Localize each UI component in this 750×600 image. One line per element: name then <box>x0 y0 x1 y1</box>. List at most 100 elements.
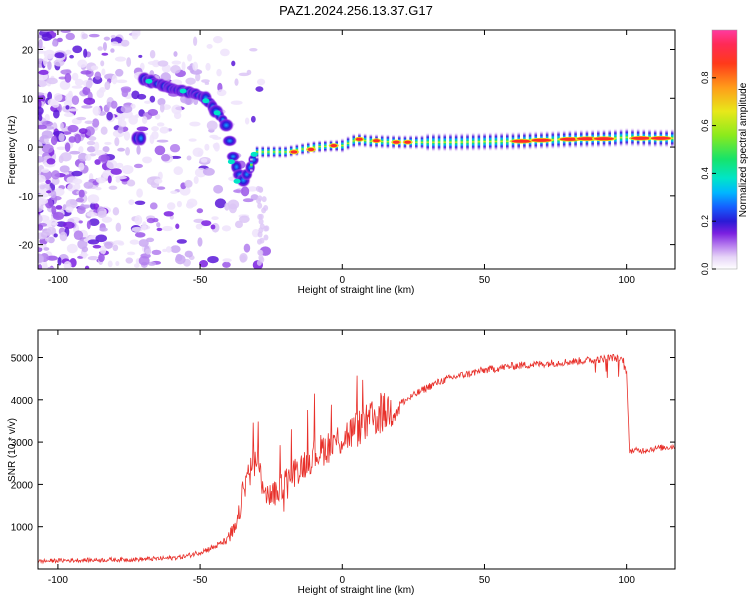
spectrogram-speckle <box>73 182 81 191</box>
spectrogram-speckle <box>131 30 139 40</box>
spectrogram-x-tick-label: -50 <box>193 275 208 286</box>
spectrogram-speckle <box>60 69 72 75</box>
spectrogram-speckle <box>100 126 108 135</box>
spectrogram-speckle <box>138 239 149 247</box>
spectrogram-speckle <box>112 207 120 216</box>
spectrogram-speckle <box>86 211 98 217</box>
spectrogram-speckle <box>69 150 81 155</box>
spectrogram-speckle <box>97 210 107 218</box>
spectrogram-speckle <box>78 162 85 171</box>
spectrogram-speckle <box>134 215 143 225</box>
spectrogram-speckle <box>42 56 48 67</box>
spectrogram-speckle <box>107 260 113 268</box>
spectrogram-speckle <box>64 142 71 152</box>
spectrogram-speckle <box>63 260 72 269</box>
spectrogram-y-tick-label: 10 <box>22 94 34 105</box>
spectrogram-speckle <box>106 159 118 170</box>
spectrogram-speckle <box>65 49 72 55</box>
spectrogram-speckle <box>257 213 263 220</box>
spectrogram-speckle <box>45 179 51 185</box>
spectrogram-speckle <box>88 33 100 38</box>
spectrogram-speckle <box>134 200 146 205</box>
spectrogram-core <box>372 139 380 143</box>
spectrogram-speckle <box>65 32 75 41</box>
spectrogram-speckle <box>149 50 156 59</box>
spectrogram-speckle <box>125 257 134 264</box>
spectrogram-speckle <box>170 190 178 194</box>
spectrogram-feature-core <box>227 159 235 165</box>
spectrogram-speckle <box>154 145 166 156</box>
spectrogram-speckle <box>166 202 176 210</box>
spectrogram-speckle <box>138 54 143 58</box>
spectrogram-speckle <box>184 179 193 188</box>
snr-panel: -100 -50 0 50 100 1000 2000 3000 4000 5000 Height… <box>7 329 676 596</box>
spectrogram-speckle <box>84 126 95 136</box>
spectrogram-band-slice <box>420 134 424 151</box>
snr-frame <box>37 329 676 570</box>
snr-series-line <box>38 354 675 565</box>
spectrogram-speckle <box>41 143 54 154</box>
snr-y-tick-label: 2000 <box>11 480 34 491</box>
spectrogram-speckle <box>201 220 212 227</box>
spectrogram-speckle <box>213 184 224 194</box>
snr-y-tick-label: 3000 <box>11 438 34 449</box>
spectrogram-speckle <box>102 41 107 51</box>
spectrogram-speckle <box>238 72 250 77</box>
spectrogram-speckle <box>154 178 163 184</box>
spectrogram-speckle <box>38 92 45 96</box>
spectrogram-band-slice <box>278 144 282 159</box>
spectrogram-speckle <box>101 68 106 76</box>
spectrogram-speckle <box>71 95 80 106</box>
spectrogram-speckle <box>181 61 186 72</box>
spectrogram-speckle <box>115 222 122 232</box>
spectrogram-speckle <box>149 202 158 210</box>
spectrogram-x-tick-label: 0 <box>340 275 346 286</box>
spectrogram-speckle <box>83 48 88 58</box>
snr-y-axis-label: SNR (10 * v/v) <box>7 418 18 482</box>
spectrogram-speckle <box>110 48 115 53</box>
spectrogram-y-axis-label: Frequency (Hz) <box>7 116 18 185</box>
spectrogram-speckle <box>86 140 96 146</box>
spectrogram-feature-blob <box>222 135 238 147</box>
spectrogram-y-tick-label: -10 <box>19 192 34 203</box>
spectrogram-speckle <box>101 216 113 223</box>
spectrogram-speckle <box>58 132 65 142</box>
spectrogram-speckle <box>46 158 56 165</box>
spectrogram-band-slice <box>460 132 464 153</box>
spectrogram-speckle <box>46 255 59 261</box>
spectrogram-speckle <box>38 232 48 240</box>
spectrogram-speckle <box>221 225 232 232</box>
spectrogram-band-slice <box>341 137 344 154</box>
spectrogram-core <box>355 137 363 141</box>
spectrogram-speckle <box>199 260 209 268</box>
spectrogram-speckle <box>184 250 193 258</box>
colorbar-label: Normalized spectral amplitude <box>738 82 749 217</box>
spectrogram-speckle <box>54 52 65 59</box>
spectrogram-speckle <box>242 198 254 203</box>
spectrogram-core <box>392 140 400 144</box>
spectrogram-speckle <box>151 126 159 132</box>
spectrogram-speckle <box>38 34 43 39</box>
spectrogram-speckle <box>196 208 204 214</box>
spectrogram-speckle <box>162 225 173 232</box>
spectrogram-band-slice <box>295 142 299 157</box>
spectrogram-speckle <box>87 239 100 245</box>
spectrogram-speckle <box>121 89 129 98</box>
spectrogram-speckle <box>126 57 132 67</box>
spectrogram-speckle <box>165 246 172 253</box>
spectrogram-speckle <box>55 205 63 210</box>
spectrogram-band-slice <box>324 139 327 154</box>
spectrogram-speckle <box>121 164 134 175</box>
spectrogram-speckle <box>74 78 84 87</box>
spectrogram-speckle <box>256 197 262 204</box>
spectrogram-speckle <box>94 159 101 165</box>
spectrogram-speckle <box>69 54 74 59</box>
spectrogram-speckle <box>201 79 210 83</box>
spectrogram-speckle <box>87 194 100 204</box>
spectrogram-speckle <box>255 86 264 92</box>
spectrogram-band-slice <box>318 139 321 154</box>
spectrogram-speckle <box>258 218 264 225</box>
spectrogram-speckle <box>38 174 46 183</box>
spectrogram-core <box>511 139 532 143</box>
spectrogram-speckle <box>195 72 201 82</box>
